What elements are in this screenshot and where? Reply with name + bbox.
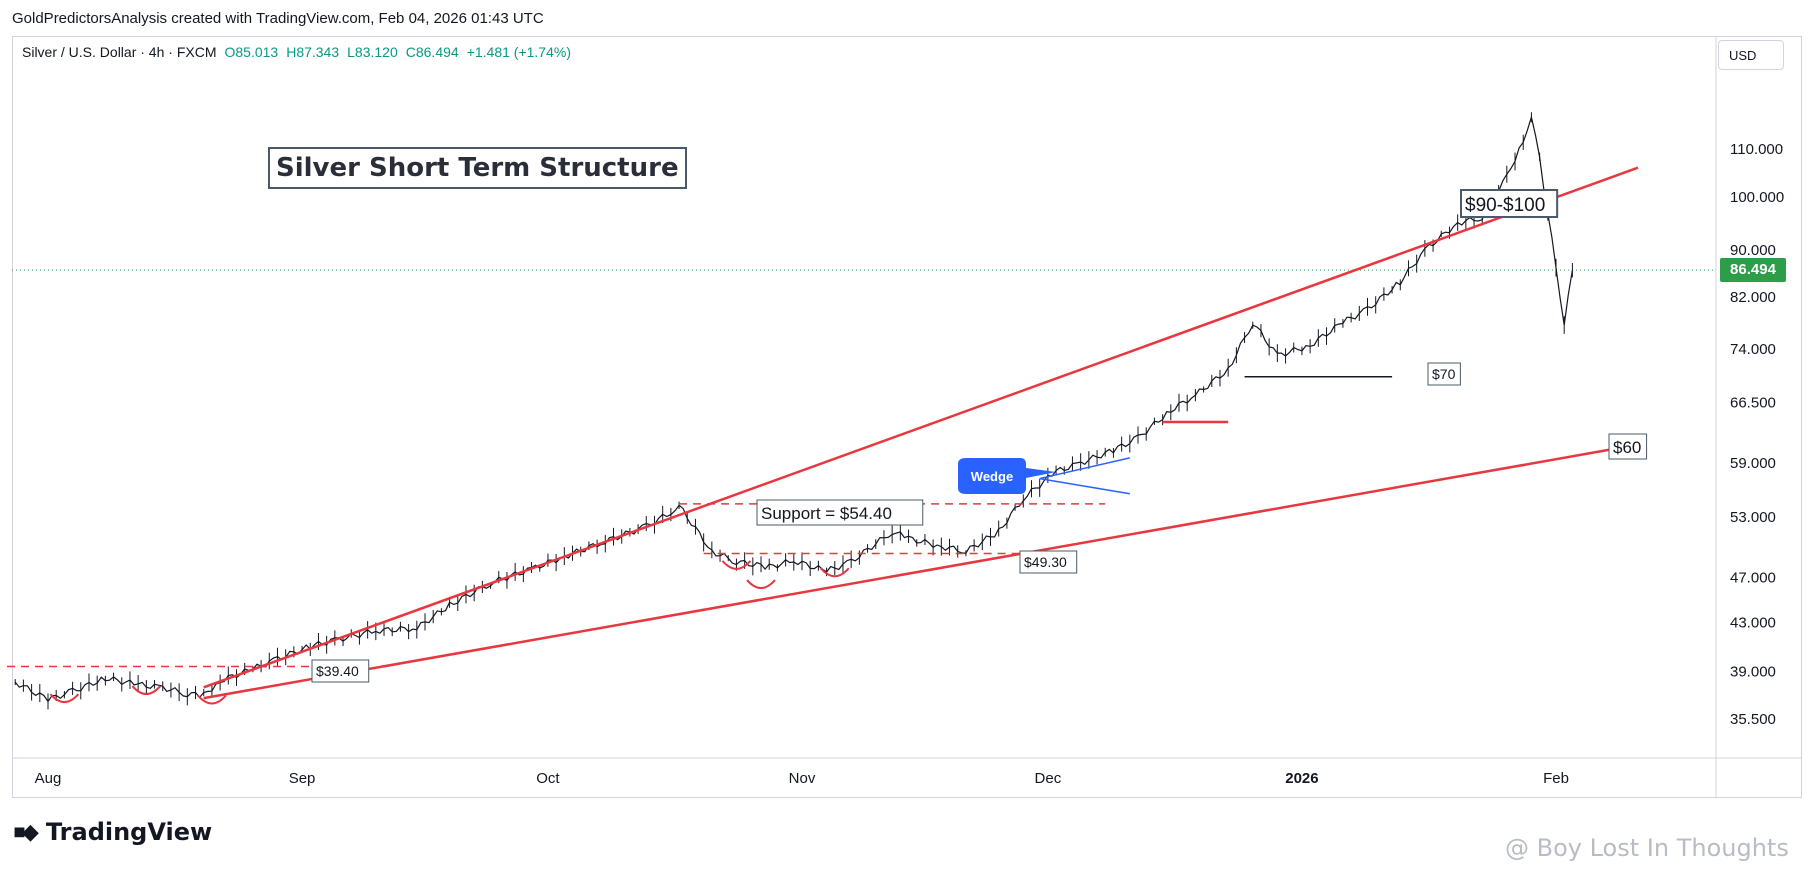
wedge-callout-shape	[958, 457, 1056, 494]
y-tick-label: 100.000	[1730, 189, 1784, 206]
open-value: O85.013	[224, 44, 279, 60]
x-tick-label: Sep	[289, 770, 316, 787]
y-tick-label: 59.000	[1730, 455, 1776, 472]
annotation-label: Support = $54.40	[761, 504, 892, 523]
rounded-bottom-arc	[197, 694, 227, 705]
wedge-lower-line[interactable]	[1039, 477, 1130, 495]
y-tick-label: 39.000	[1730, 664, 1776, 681]
wedge-callout[interactable]: Wedge	[958, 457, 1056, 494]
low-value: L83.120	[347, 44, 398, 60]
chart-frame[interactable]	[12, 36, 1802, 798]
y-tick-label: 47.000	[1730, 570, 1776, 587]
annotation-box	[1460, 189, 1559, 218]
annotation-label: $70	[1432, 366, 1456, 382]
annotation-label: $60	[1613, 438, 1641, 457]
rounded-bottom-arc	[131, 685, 162, 696]
annotation-box	[756, 499, 924, 526]
annotation-label: $39.40	[316, 663, 359, 679]
y-tick-label: 110.000	[1730, 141, 1783, 158]
x-tick-label: Dec	[1035, 770, 1062, 787]
trendline-upper[interactable]	[203, 166, 1639, 689]
annotation-label: $90-$100	[1465, 195, 1545, 216]
y-tick-label: 74.000	[1730, 341, 1776, 358]
y-tick-label: 90.000	[1730, 242, 1776, 259]
x-tick-label: 2026	[1285, 770, 1318, 787]
annotation-label: $49.30	[1024, 554, 1067, 570]
annotation-box	[1019, 550, 1078, 574]
ohlc-legend: Silver / U.S. Dollar · 4h · FXCM O85.013…	[22, 44, 571, 60]
chart-title: Silver Short Term Structure	[268, 147, 687, 189]
rounded-bottom-arc	[49, 693, 80, 704]
y-tick-label: 82.000	[1730, 289, 1776, 306]
annotation-box	[1427, 362, 1461, 386]
wedge-label: Wedge	[971, 469, 1013, 484]
y-tick-label: 53.000	[1730, 509, 1776, 526]
high-value: H87.343	[286, 44, 340, 60]
x-tick-label: Feb	[1543, 770, 1569, 787]
close-value: C86.494	[405, 44, 459, 60]
tradingview-logo-icon: ⏹◆	[14, 819, 39, 845]
x-tick-label: Aug	[35, 770, 62, 787]
currency-selector[interactable]: USD	[1718, 40, 1784, 70]
rounded-bottom-arc	[746, 579, 776, 590]
change-value: +1.481 (+1.74%)	[466, 44, 571, 60]
rounded-bottom-arc	[820, 567, 850, 578]
symbol-label[interactable]: Silver / U.S. Dollar · 4h · FXCM	[22, 44, 217, 60]
brand-name: TradingView	[45, 818, 213, 846]
trendline-lower[interactable]	[203, 444, 1630, 700]
last-price-tag: 86.494	[1720, 258, 1786, 283]
tradingview-brand[interactable]: ⏹◆ TradingView	[14, 818, 212, 846]
price-series-line	[14, 114, 1573, 703]
chart-caption: GoldPredictorsAnalysis created with Trad…	[12, 10, 544, 27]
rounded-bottom-arc	[721, 560, 752, 570]
x-tick-label: Oct	[536, 770, 560, 787]
x-tick-label: Nov	[789, 770, 816, 787]
annotation-box	[1608, 433, 1648, 460]
y-tick-label: 35.500	[1730, 711, 1776, 728]
annotation-box	[311, 659, 370, 683]
y-tick-label: 43.000	[1730, 614, 1776, 631]
wedge-upper-line[interactable]	[1039, 457, 1130, 480]
author-watermark: @ Boy Lost In Thoughts	[1505, 834, 1789, 862]
y-tick-label: 66.500	[1730, 395, 1776, 412]
